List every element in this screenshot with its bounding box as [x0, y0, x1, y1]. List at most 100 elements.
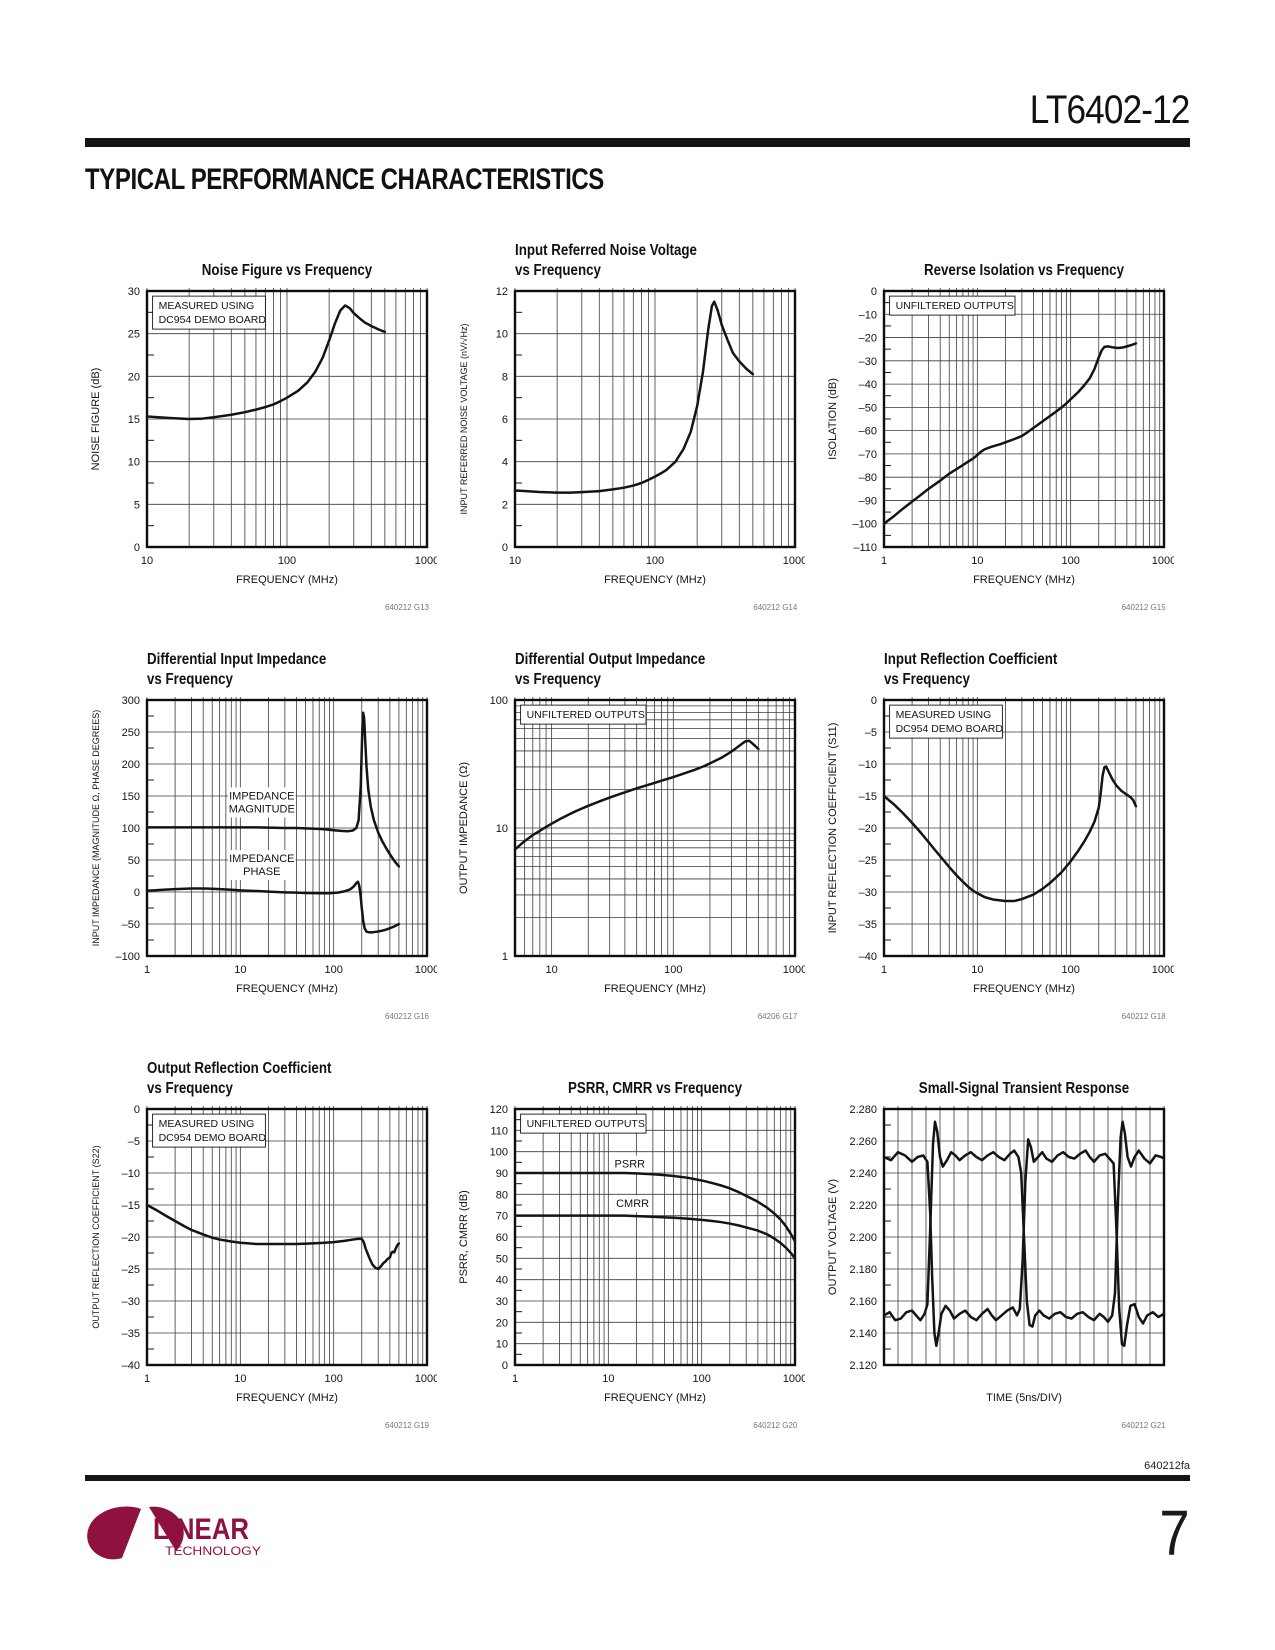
- chart-diff-output-impedance: Differential Output Impedance vs Frequenc…: [453, 646, 807, 1021]
- y-tick-label: –110: [853, 542, 877, 554]
- chart-output-reflection: Output Reflection Coefficient vs Frequenc…: [85, 1055, 439, 1430]
- y-tick-label: 2.240: [849, 1168, 877, 1180]
- chart-title-line: vs Frequency: [515, 262, 602, 279]
- y-tick-label: 150: [122, 791, 140, 803]
- annotation-text: DC954 DEMO BOARD: [159, 314, 267, 326]
- chart-plot-diff-output-impedance: 1 10 100 10 100 1000 FREQUENCY (MHz) OUTPUT IMP…: [458, 695, 807, 995]
- x-axis-label: FREQUENCY (MHz): [973, 983, 1075, 995]
- y-tick-label: –20: [858, 333, 876, 345]
- y-tick-label: 2: [502, 499, 508, 511]
- chart-title-line: Noise Figure vs Frequency: [201, 262, 373, 279]
- x-tick-label: 1000: [1151, 555, 1173, 567]
- y-tick-label: –20: [858, 823, 876, 835]
- y-tick-label: 0: [871, 695, 877, 707]
- y-tick-label: 200: [122, 759, 140, 771]
- y-tick-label: 30: [128, 286, 140, 298]
- chart-caption: 640212 G21: [1121, 1421, 1166, 1430]
- doc-code: 640212fa: [1144, 1460, 1190, 1472]
- chart-reverse-isolation: Reverse Isolation vs Frequency 0 –10 –20 –30…: [822, 237, 1176, 612]
- chart-title-line: Reverse Isolation vs Frequency: [923, 262, 1124, 279]
- x-tick-label: 100: [664, 964, 682, 976]
- y-tick-label: 110: [491, 1125, 509, 1137]
- chart-title-line: PSRR, CMRR vs Frequency: [568, 1080, 743, 1097]
- y-tick-label: 300: [122, 695, 140, 707]
- series-s11: [882, 765, 1137, 903]
- y-tick-label: 2.160: [849, 1296, 877, 1308]
- y-tick-label: –10: [122, 1168, 140, 1180]
- y-tick-label: 0: [502, 1360, 508, 1372]
- x-tick-label: 100: [324, 964, 342, 976]
- x-tick-label: 100: [1061, 555, 1079, 567]
- series-output-impedance: [514, 739, 760, 851]
- x-tick-label: 10: [234, 1373, 246, 1385]
- y-tick-label: 2.260: [849, 1136, 877, 1148]
- chart-input-reflection: Input Reflection Coefficient vs Frequency…: [822, 646, 1176, 1021]
- logo-mark-right: [149, 1506, 184, 1551]
- y-tick-label: 10: [496, 329, 508, 341]
- x-tick-label: 10: [971, 964, 983, 976]
- y-axis-label: ISOLATION (dB): [827, 378, 839, 460]
- y-tick-label: –5: [864, 727, 876, 739]
- series-impedance-phase: [145, 880, 401, 934]
- y-tick-label: 100: [490, 695, 508, 707]
- annotation-text: DC954 DEMO BOARD: [159, 1132, 267, 1144]
- chart-title: Input Reflection Coefficient vs Frequency: [822, 646, 1174, 690]
- chart-plot-diff-input-impedance: 300 250 200 150 100 50 0 –50 –100 1 10 100 1000 FREQU…: [91, 695, 439, 995]
- x-tick-label: 10: [546, 964, 558, 976]
- y-axis-label: PSRR, CMRR (dB): [458, 1190, 470, 1284]
- x-tick-label: 1: [144, 1373, 150, 1385]
- y-tick-label: 10: [496, 1339, 508, 1351]
- y-tick-label: 2.220: [849, 1200, 877, 1212]
- series-cmrr: [514, 1214, 797, 1260]
- series-label: MAGNITUDE: [229, 803, 295, 815]
- chart-title-line: Small-Signal Transient Response: [918, 1080, 1129, 1097]
- x-tick-label: 1000: [415, 964, 437, 976]
- y-tick-label: 20: [496, 1317, 508, 1329]
- x-axis-label: FREQUENCY (MHz): [236, 983, 338, 995]
- y-tick-label: 2.120: [849, 1360, 877, 1372]
- y-tick-label: 12: [496, 286, 508, 298]
- chart-title: Differential Input Impedance vs Frequency: [85, 646, 437, 690]
- chart-title-line: Differential Output Impedance: [515, 651, 706, 668]
- y-tick-label: 50: [128, 855, 140, 867]
- chart-caption: 640212 G16: [384, 1012, 429, 1021]
- y-tick-label: 0: [871, 286, 877, 298]
- x-tick-label: 1000: [783, 1373, 805, 1385]
- x-tick-label: 1000: [783, 964, 805, 976]
- y-tick-label: –40: [122, 1360, 140, 1372]
- chart-title-line: vs Frequency: [147, 1080, 233, 1097]
- x-tick-label: 1000: [415, 555, 437, 567]
- y-tick-label: –15: [858, 791, 876, 803]
- y-tick-label: –70: [858, 449, 876, 461]
- chart-plot-noise-figure: 0 5 10 15 20 25 30 10 100 1000 FREQUENCY (MHz) NOIS…: [90, 286, 439, 586]
- x-axis-label: FREQUENCY (MHz): [236, 1392, 338, 1404]
- y-tick-label: –30: [858, 887, 876, 899]
- annotation-text: MEASURED USING: [895, 709, 991, 721]
- annotation-text: UNFILTERED OUTPUTS: [527, 1118, 645, 1130]
- chart-title: Reverse Isolation vs Frequency: [822, 237, 1174, 281]
- y-tick-label: 0: [134, 1104, 140, 1116]
- logo-mark-left: [87, 1506, 141, 1560]
- charts-grid: Noise Figure vs Frequency 0 5 10 15 20 25 30 10 1…: [85, 237, 1190, 1430]
- y-tick-label: –100: [116, 951, 140, 963]
- y-tick-label: 6: [502, 414, 508, 426]
- x-tick-label: 1: [881, 964, 887, 976]
- y-tick-label: 40: [496, 1275, 508, 1287]
- y-tick-label: 100: [122, 823, 140, 835]
- y-tick-label: 80: [496, 1189, 508, 1201]
- x-tick-label: 10: [141, 555, 153, 567]
- y-tick-label: –35: [858, 919, 876, 931]
- y-tick-label: 1: [502, 951, 508, 963]
- y-tick-label: 4: [502, 457, 508, 469]
- series-label: IMPEDANCE: [229, 790, 294, 802]
- y-tick-label: –40: [858, 379, 876, 391]
- y-tick-label: 0: [502, 542, 508, 554]
- y-tick-label: –10: [858, 309, 876, 321]
- y-tick-label: –60: [858, 426, 876, 438]
- y-tick-label: –40: [858, 951, 876, 963]
- series-output-b: [882, 1120, 1165, 1328]
- y-tick-label: –80: [858, 472, 876, 484]
- y-axis-label: OUTPUT REFLECTION COEFFICIENT (S22): [91, 1145, 101, 1328]
- series-psrr: [514, 1171, 797, 1243]
